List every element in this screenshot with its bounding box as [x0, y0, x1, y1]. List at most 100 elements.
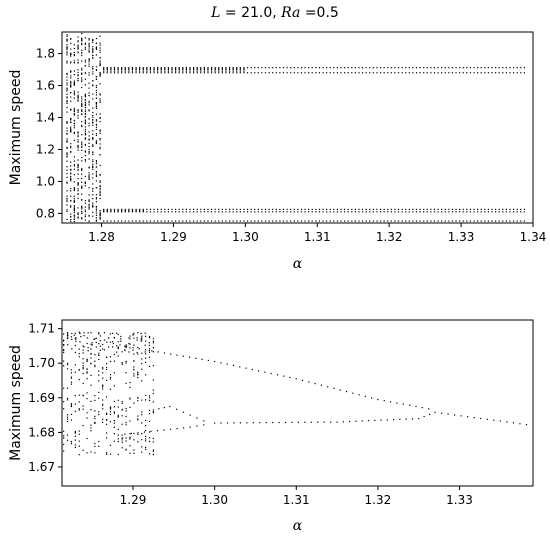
data-point [430, 208, 432, 211]
data-point [92, 38, 94, 41]
data-point [509, 67, 511, 69]
data-point [300, 220, 303, 222]
data-point [141, 335, 143, 337]
data-point [70, 161, 72, 163]
data-point [132, 349, 134, 351]
data-point [372, 72, 374, 74]
data-point [411, 418, 414, 420]
data-point [148, 409, 151, 412]
data-point [132, 347, 134, 349]
data-point [369, 72, 371, 74]
data-point [86, 452, 88, 454]
data-point [70, 169, 72, 171]
data-point [149, 220, 152, 222]
data-point [84, 143, 87, 146]
data-point [152, 379, 155, 381]
data-point [207, 211, 209, 213]
x-tick-label: 1.28 [88, 230, 115, 244]
data-point [322, 67, 324, 69]
data-point [189, 211, 191, 213]
data-point [99, 180, 101, 182]
data-point [333, 387, 335, 389]
data-point [88, 100, 90, 102]
data-point [437, 211, 439, 213]
data-point [315, 220, 317, 222]
data-point [116, 351, 118, 353]
data-point [390, 72, 392, 74]
data-point [81, 72, 83, 74]
data-point [120, 335, 122, 338]
data-point [78, 348, 80, 350]
data-point [131, 68, 134, 70]
data-point [128, 208, 130, 211]
data-point [99, 121, 101, 123]
data-point [157, 72, 159, 74]
data-point [113, 70, 116, 72]
data-point [252, 422, 254, 424]
data-point [117, 67, 119, 69]
data-point [121, 447, 123, 449]
data-point [106, 220, 108, 222]
data-point [347, 208, 349, 211]
data-point [105, 418, 108, 421]
data-point [121, 70, 123, 72]
data-point [264, 72, 267, 74]
data-point [99, 71, 101, 74]
data-point [121, 441, 123, 443]
data-point [66, 34, 68, 36]
data-point [99, 101, 101, 104]
data-point [121, 68, 123, 71]
data-point [66, 96, 68, 98]
data-point [77, 145, 79, 148]
data-point [129, 343, 131, 345]
data-point [352, 392, 354, 394]
data-point [196, 68, 198, 71]
data-point [70, 206, 72, 208]
data-point [112, 332, 114, 334]
data-point [133, 332, 135, 335]
data-point [502, 220, 504, 222]
data-point [480, 208, 482, 211]
data-point [128, 68, 130, 70]
data-point [73, 110, 75, 113]
data-point [157, 351, 159, 353]
data-point [73, 168, 75, 170]
data-point [308, 220, 310, 222]
data-point [66, 210, 68, 212]
data-point [92, 145, 94, 147]
data-point [144, 332, 146, 334]
data-point [286, 67, 288, 69]
data-point [182, 68, 184, 70]
data-point [95, 94, 98, 96]
data-point [405, 72, 407, 74]
data-point [102, 418, 104, 421]
title-Ra: Ra [280, 5, 300, 21]
data-point [117, 414, 119, 416]
data-point [117, 68, 119, 71]
data-point [246, 72, 249, 74]
data-point [88, 45, 90, 47]
data-point [203, 211, 205, 213]
data-point [189, 414, 191, 416]
data-point [272, 72, 274, 74]
data-point [117, 341, 119, 343]
data-point [86, 372, 88, 374]
data-point [70, 129, 72, 132]
data-point [167, 211, 170, 213]
data-point [239, 366, 241, 368]
data-point [462, 208, 464, 211]
data-point [121, 434, 123, 436]
data-point [78, 394, 80, 396]
data-point [77, 131, 79, 133]
data-point [200, 70, 202, 72]
data-point [84, 151, 87, 153]
data-point [131, 208, 134, 211]
data-point [73, 131, 75, 134]
data-point [105, 412, 108, 414]
data-point [434, 411, 436, 413]
data-point [77, 41, 79, 43]
data-point [95, 113, 98, 115]
data-point [333, 220, 335, 222]
data-point [137, 419, 139, 421]
data-point [141, 433, 143, 435]
